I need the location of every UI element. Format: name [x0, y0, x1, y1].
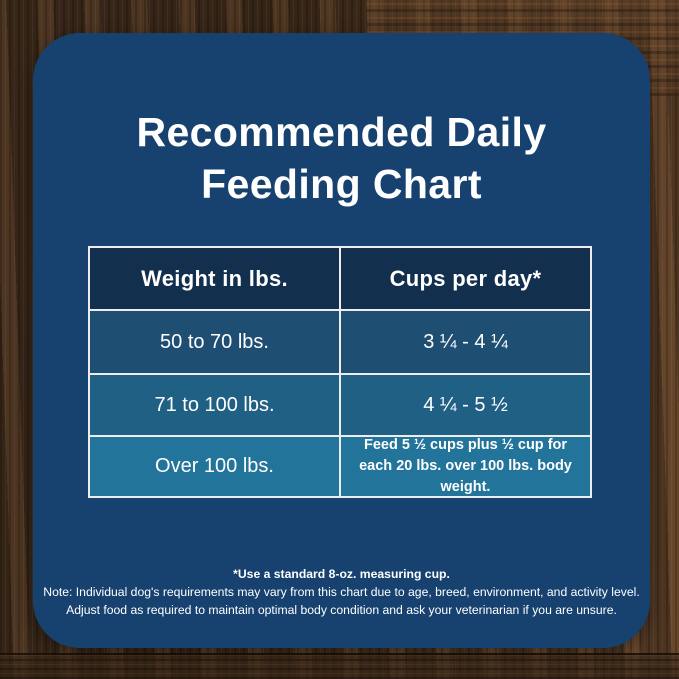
page-title-line-2: Feeding Chart [201, 160, 482, 207]
page-title-line-1: Recommended Daily [136, 109, 547, 155]
table-row-1-cups: 3 ¼ - 4 ¼ [341, 311, 590, 373]
feeding-chart-panel: Recommended Daily Feeding Chart Weight i… [33, 33, 650, 648]
footnote-measuring-cup: *Use a standard 8-oz. measuring cup. [233, 567, 450, 581]
wood-background-bottom-plank [0, 653, 679, 679]
table-row-1-weight: 50 to 70 lbs. [90, 311, 339, 373]
page-title: Recommended Daily Feeding Chart [33, 107, 650, 210]
footnote-note-line-1: Note: Individual dog's requirements may … [43, 585, 640, 600]
table-row-2-cups: 4 ¼ - 5 ½ [341, 375, 590, 435]
footnotes: *Use a standard 8-oz. measuring cup. Not… [33, 565, 650, 619]
feeding-table: Weight in lbs. Cups per day* 50 to 70 lb… [88, 246, 592, 498]
table-row-3-weight: Over 100 lbs. [90, 437, 339, 496]
column-header-weight: Weight in lbs. [90, 248, 339, 309]
table-row-3-cups: Feed 5 ½ cups plus ½ cup for each 20 lbs… [341, 437, 590, 496]
table-row-2-weight: 71 to 100 lbs. [90, 375, 339, 435]
footnote-note-line-2: Adjust food as required to maintain opti… [66, 603, 617, 618]
column-header-cups: Cups per day* [341, 248, 590, 309]
